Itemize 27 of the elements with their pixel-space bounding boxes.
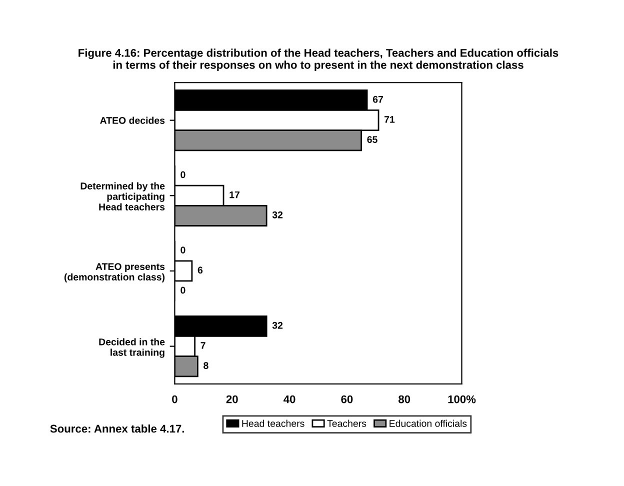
- legend-label: Head teachers: [242, 420, 304, 427]
- data-label: 32: [272, 322, 283, 329]
- data-label: 32: [272, 211, 283, 218]
- chart-title: Figure 4.16: Percentage distribution of the Head teachers, Teachers and Education officials in terms of their responses on who to present in the next demonstration class: [78, 48, 558, 72]
- x-tick-label: 100%: [448, 395, 476, 404]
- legend-label: Teachers: [327, 420, 366, 427]
- legend-label: Education officials: [390, 420, 467, 427]
- y-tick-label: Decided in the last training: [99, 338, 165, 358]
- y-tick-label: Determined by the participating Head teachers: [80, 182, 165, 210]
- x-tick-label: 80: [398, 395, 410, 404]
- data-label: 0: [180, 286, 186, 294]
- data-label: 17: [230, 191, 240, 198]
- x-tick-label: 60: [341, 395, 353, 404]
- y-tick-label: ATEO decides: [100, 116, 165, 124]
- data-label: 0: [180, 246, 186, 254]
- data-label: 6: [198, 266, 203, 274]
- data-label: 71: [384, 116, 395, 123]
- x-tick-label: 0: [172, 395, 178, 404]
- data-label: 8: [204, 362, 208, 369]
- y-tick-label: ATEO presents (demonstration class): [64, 263, 165, 282]
- data-label: 65: [367, 136, 378, 143]
- source-note: Source: Annex table 4.17.: [50, 424, 184, 433]
- x-tick-label: 40: [284, 395, 296, 404]
- data-label: 7: [200, 342, 206, 349]
- data-label: 0: [180, 171, 186, 178]
- x-tick-label: 20: [226, 395, 238, 404]
- data-label: 67: [372, 96, 383, 103]
